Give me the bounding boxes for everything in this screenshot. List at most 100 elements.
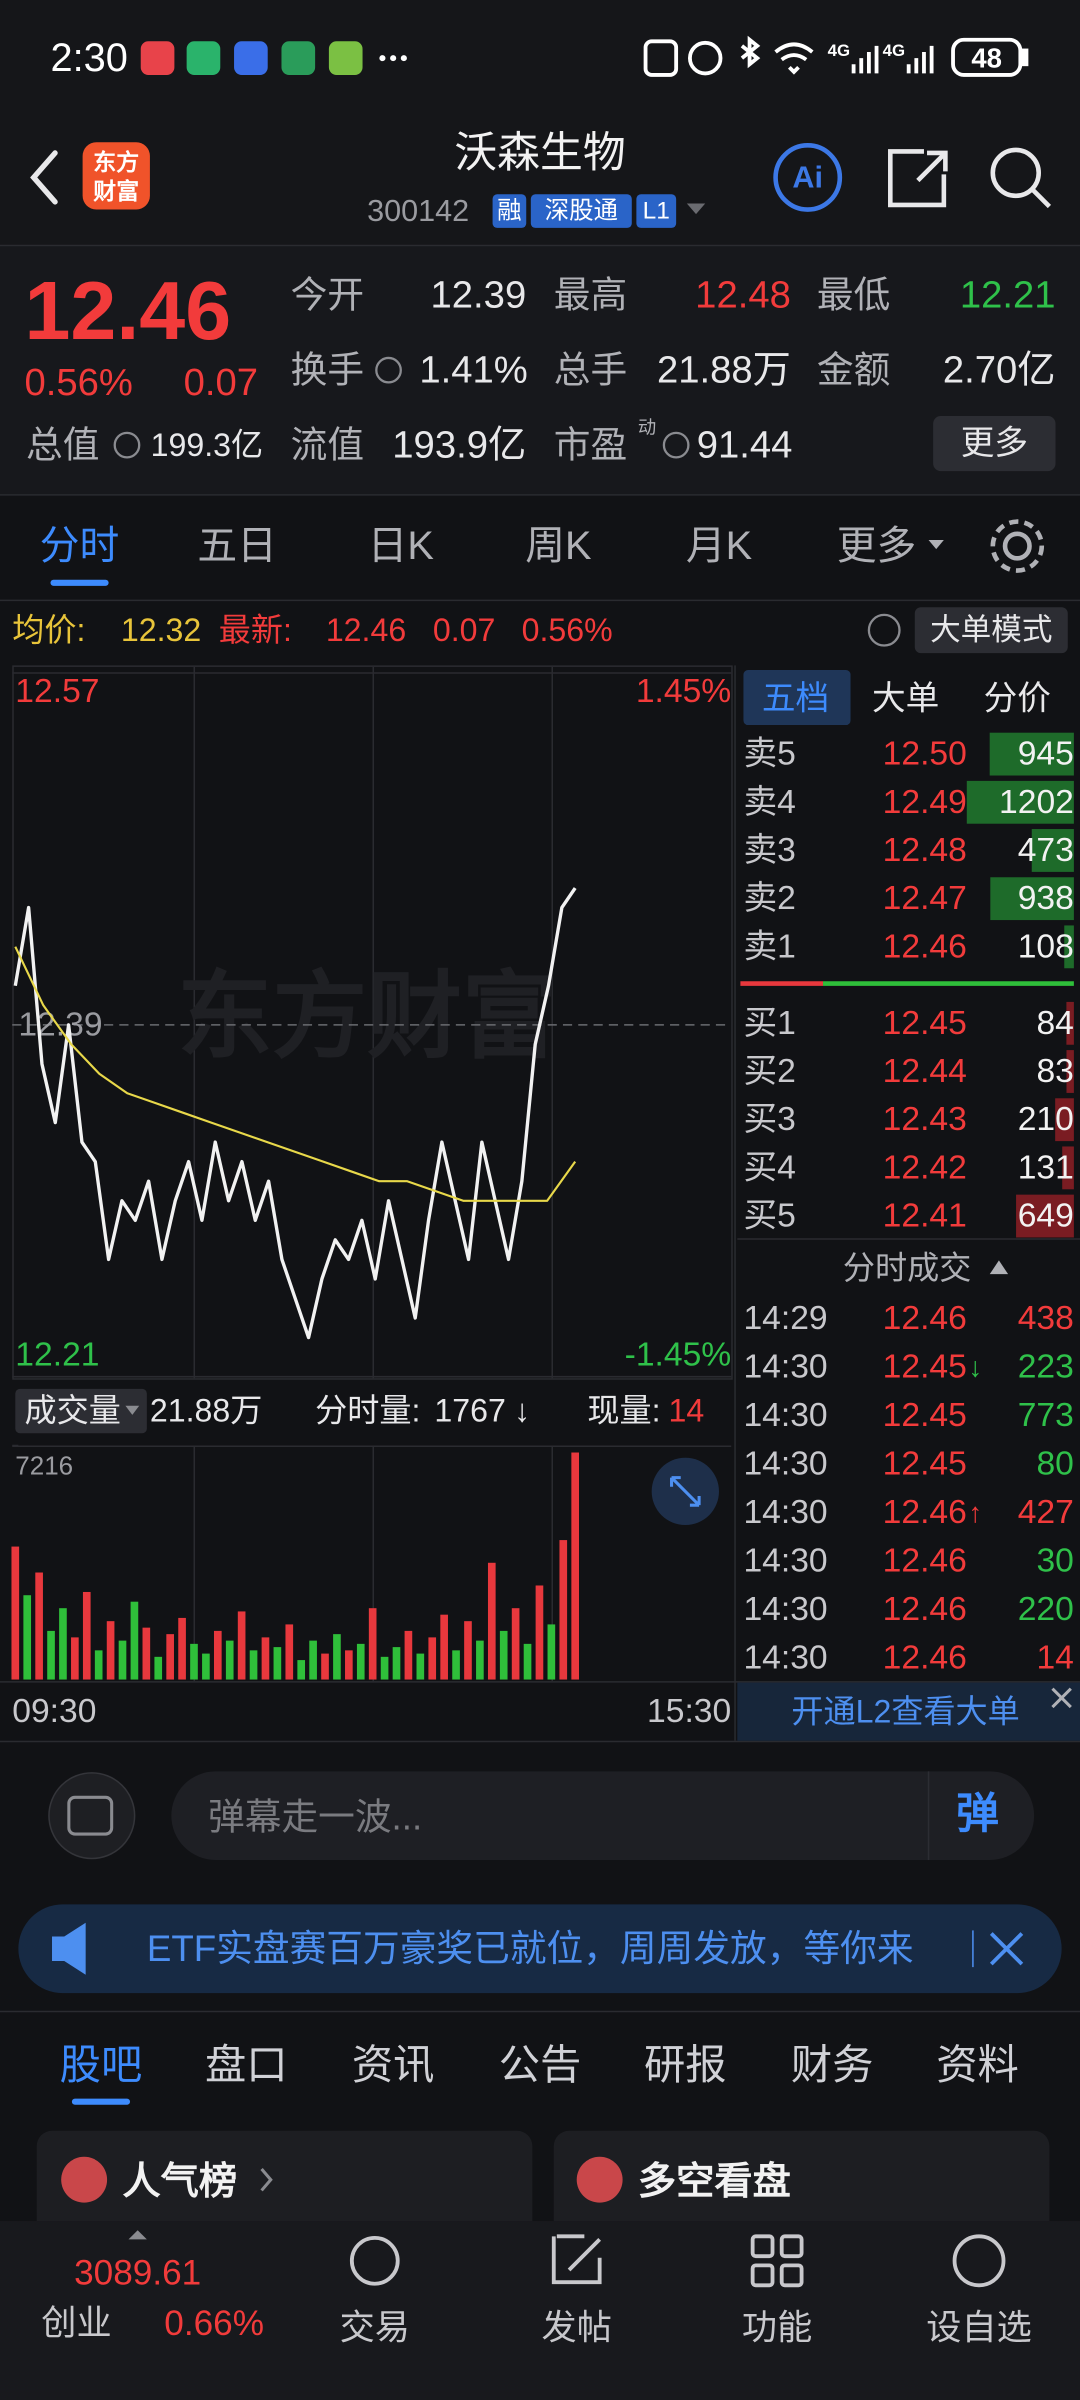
promo-banner-bg[interactable] xyxy=(18,1904,1062,1994)
info-icon[interactable] xyxy=(662,431,690,459)
trade-volume: 14 xyxy=(1036,1639,1073,1676)
section-tab[interactable]: 股吧 xyxy=(60,2042,143,2088)
volume-bar xyxy=(392,1647,401,1680)
section-tab[interactable]: 盘口 xyxy=(205,2042,288,2088)
volume-bar xyxy=(989,732,1074,776)
book-tab[interactable]: 五档 xyxy=(762,680,829,718)
index-name[interactable]: 创业 xyxy=(41,2304,111,2343)
info-icon[interactable] xyxy=(375,356,402,384)
comment-input[interactable] xyxy=(171,1771,1035,1861)
trade-time: 14:30 xyxy=(743,1494,827,1531)
volume-bar xyxy=(440,1614,448,1680)
index-pct[interactable]: 0.66% xyxy=(164,2304,264,2343)
volume-bar xyxy=(345,1650,353,1680)
volume-bar xyxy=(559,1540,568,1680)
comment-icon xyxy=(67,1795,114,1836)
help-icon[interactable] xyxy=(867,613,901,647)
badge xyxy=(636,194,677,228)
volume-bar xyxy=(202,1653,210,1680)
field-label: 最低 xyxy=(817,275,890,316)
volume-selector[interactable] xyxy=(15,1388,147,1434)
expand-arrow[interactable] xyxy=(128,2230,147,2240)
latest-pct: 0.56% xyxy=(522,612,613,648)
promo-text[interactable]: ETF实盘赛百万豪奖已就位，周周发放，等你来 xyxy=(147,1928,914,1969)
tab[interactable]: 分时 xyxy=(40,524,120,568)
y2-tick-label: -1.45% xyxy=(625,1337,732,1374)
section-tab[interactable]: 财务 xyxy=(791,2042,874,2088)
quote-bg xyxy=(0,246,1080,495)
book-price: 12.47 xyxy=(883,880,967,917)
dropdown-arrow[interactable] xyxy=(686,203,706,215)
field-superscript: 动 xyxy=(638,416,656,437)
book-price: 12.44 xyxy=(883,1053,967,1090)
tab-indicator xyxy=(71,2098,131,2105)
tab-indicator xyxy=(50,579,109,586)
section-tab[interactable]: 资讯 xyxy=(352,2042,435,2088)
volume-bar xyxy=(368,1608,377,1680)
search-button[interactable] xyxy=(990,147,1052,209)
more-button[interactable] xyxy=(933,416,1056,472)
book-tab[interactable]: 大单 xyxy=(872,680,939,718)
share-button[interactable] xyxy=(888,149,948,208)
book-volume: 84 xyxy=(1036,1005,1073,1042)
field-value: 12.39 xyxy=(431,274,527,317)
logo-text: 财富 xyxy=(93,178,139,204)
dropdown-arrow xyxy=(928,539,944,550)
tab[interactable]: 月K xyxy=(686,524,753,568)
card[interactable] xyxy=(36,2130,533,2238)
trade-price: 12.46 xyxy=(883,1300,967,1337)
volume-bar xyxy=(966,780,1074,824)
l2-banner-bg[interactable] xyxy=(737,1682,1080,1741)
volume-bar xyxy=(356,1643,365,1680)
field-value: 21.88万 xyxy=(657,349,791,392)
bottom-nav xyxy=(0,2221,1080,2400)
book-label: 买1 xyxy=(743,1005,795,1042)
sort-arrow[interactable] xyxy=(989,1260,1009,1275)
change: 0.07 xyxy=(184,361,258,404)
app-logo[interactable] xyxy=(82,142,150,210)
close-button[interactable] xyxy=(989,1932,1024,1966)
nav-item[interactable]: 交易 xyxy=(340,2309,410,2348)
field-label: 市盈 xyxy=(554,425,627,466)
card-title: 人气榜 xyxy=(122,2160,237,2203)
volume-bar xyxy=(35,1572,43,1680)
book-tab[interactable]: 分价 xyxy=(984,681,1051,718)
volume-bar xyxy=(1016,1194,1074,1238)
field-label: 总手 xyxy=(554,350,627,391)
tab[interactable]: 更多 xyxy=(837,524,917,568)
logo-text: 东方 xyxy=(93,149,139,175)
status-icons xyxy=(643,35,1029,77)
nav-item[interactable]: 设自选 xyxy=(926,2309,1032,2348)
mode-button[interactable] xyxy=(914,607,1068,654)
back-button[interactable] xyxy=(30,150,58,205)
card-title: 多空看盘 xyxy=(638,2159,791,2203)
y-tick-label: 7216 xyxy=(15,1450,73,1480)
trade-time: 14:30 xyxy=(743,1446,827,1483)
tab[interactable]: 日K xyxy=(368,524,435,568)
trade-volume: 30 xyxy=(1036,1542,1073,1579)
l2-banner[interactable]: 开通L2查看大单 xyxy=(791,1694,1019,1730)
card[interactable] xyxy=(553,2130,1050,2238)
nav-item[interactable]: 发帖 xyxy=(542,2309,612,2348)
volume-bar xyxy=(1066,1050,1074,1093)
section-tab[interactable]: 研报 xyxy=(644,2042,727,2088)
settings-button[interactable] xyxy=(990,519,1045,573)
section-tab[interactable]: 公告 xyxy=(499,2042,582,2088)
volume-bar xyxy=(94,1650,103,1680)
ai-button[interactable] xyxy=(773,143,843,212)
volume-bar xyxy=(476,1640,484,1680)
field-label: 流值 xyxy=(291,425,364,466)
close-button[interactable] xyxy=(1051,1687,1072,1709)
trade-price: 12.46 xyxy=(883,1639,967,1676)
danmu-button[interactable]: 弹 xyxy=(956,1790,999,1838)
tab[interactable]: 五日 xyxy=(197,524,277,568)
field-value: 12.48 xyxy=(695,274,791,317)
info-icon[interactable] xyxy=(113,431,141,459)
field-value: 1.41% xyxy=(419,349,527,392)
comment-icon-button[interactable] xyxy=(48,1772,136,1860)
section-tab[interactable]: 资料 xyxy=(936,2042,1019,2088)
index-value[interactable]: 3089.61 xyxy=(74,2254,201,2293)
nav-item[interactable]: 功能 xyxy=(742,2309,812,2348)
tab[interactable]: 周K xyxy=(525,524,592,568)
